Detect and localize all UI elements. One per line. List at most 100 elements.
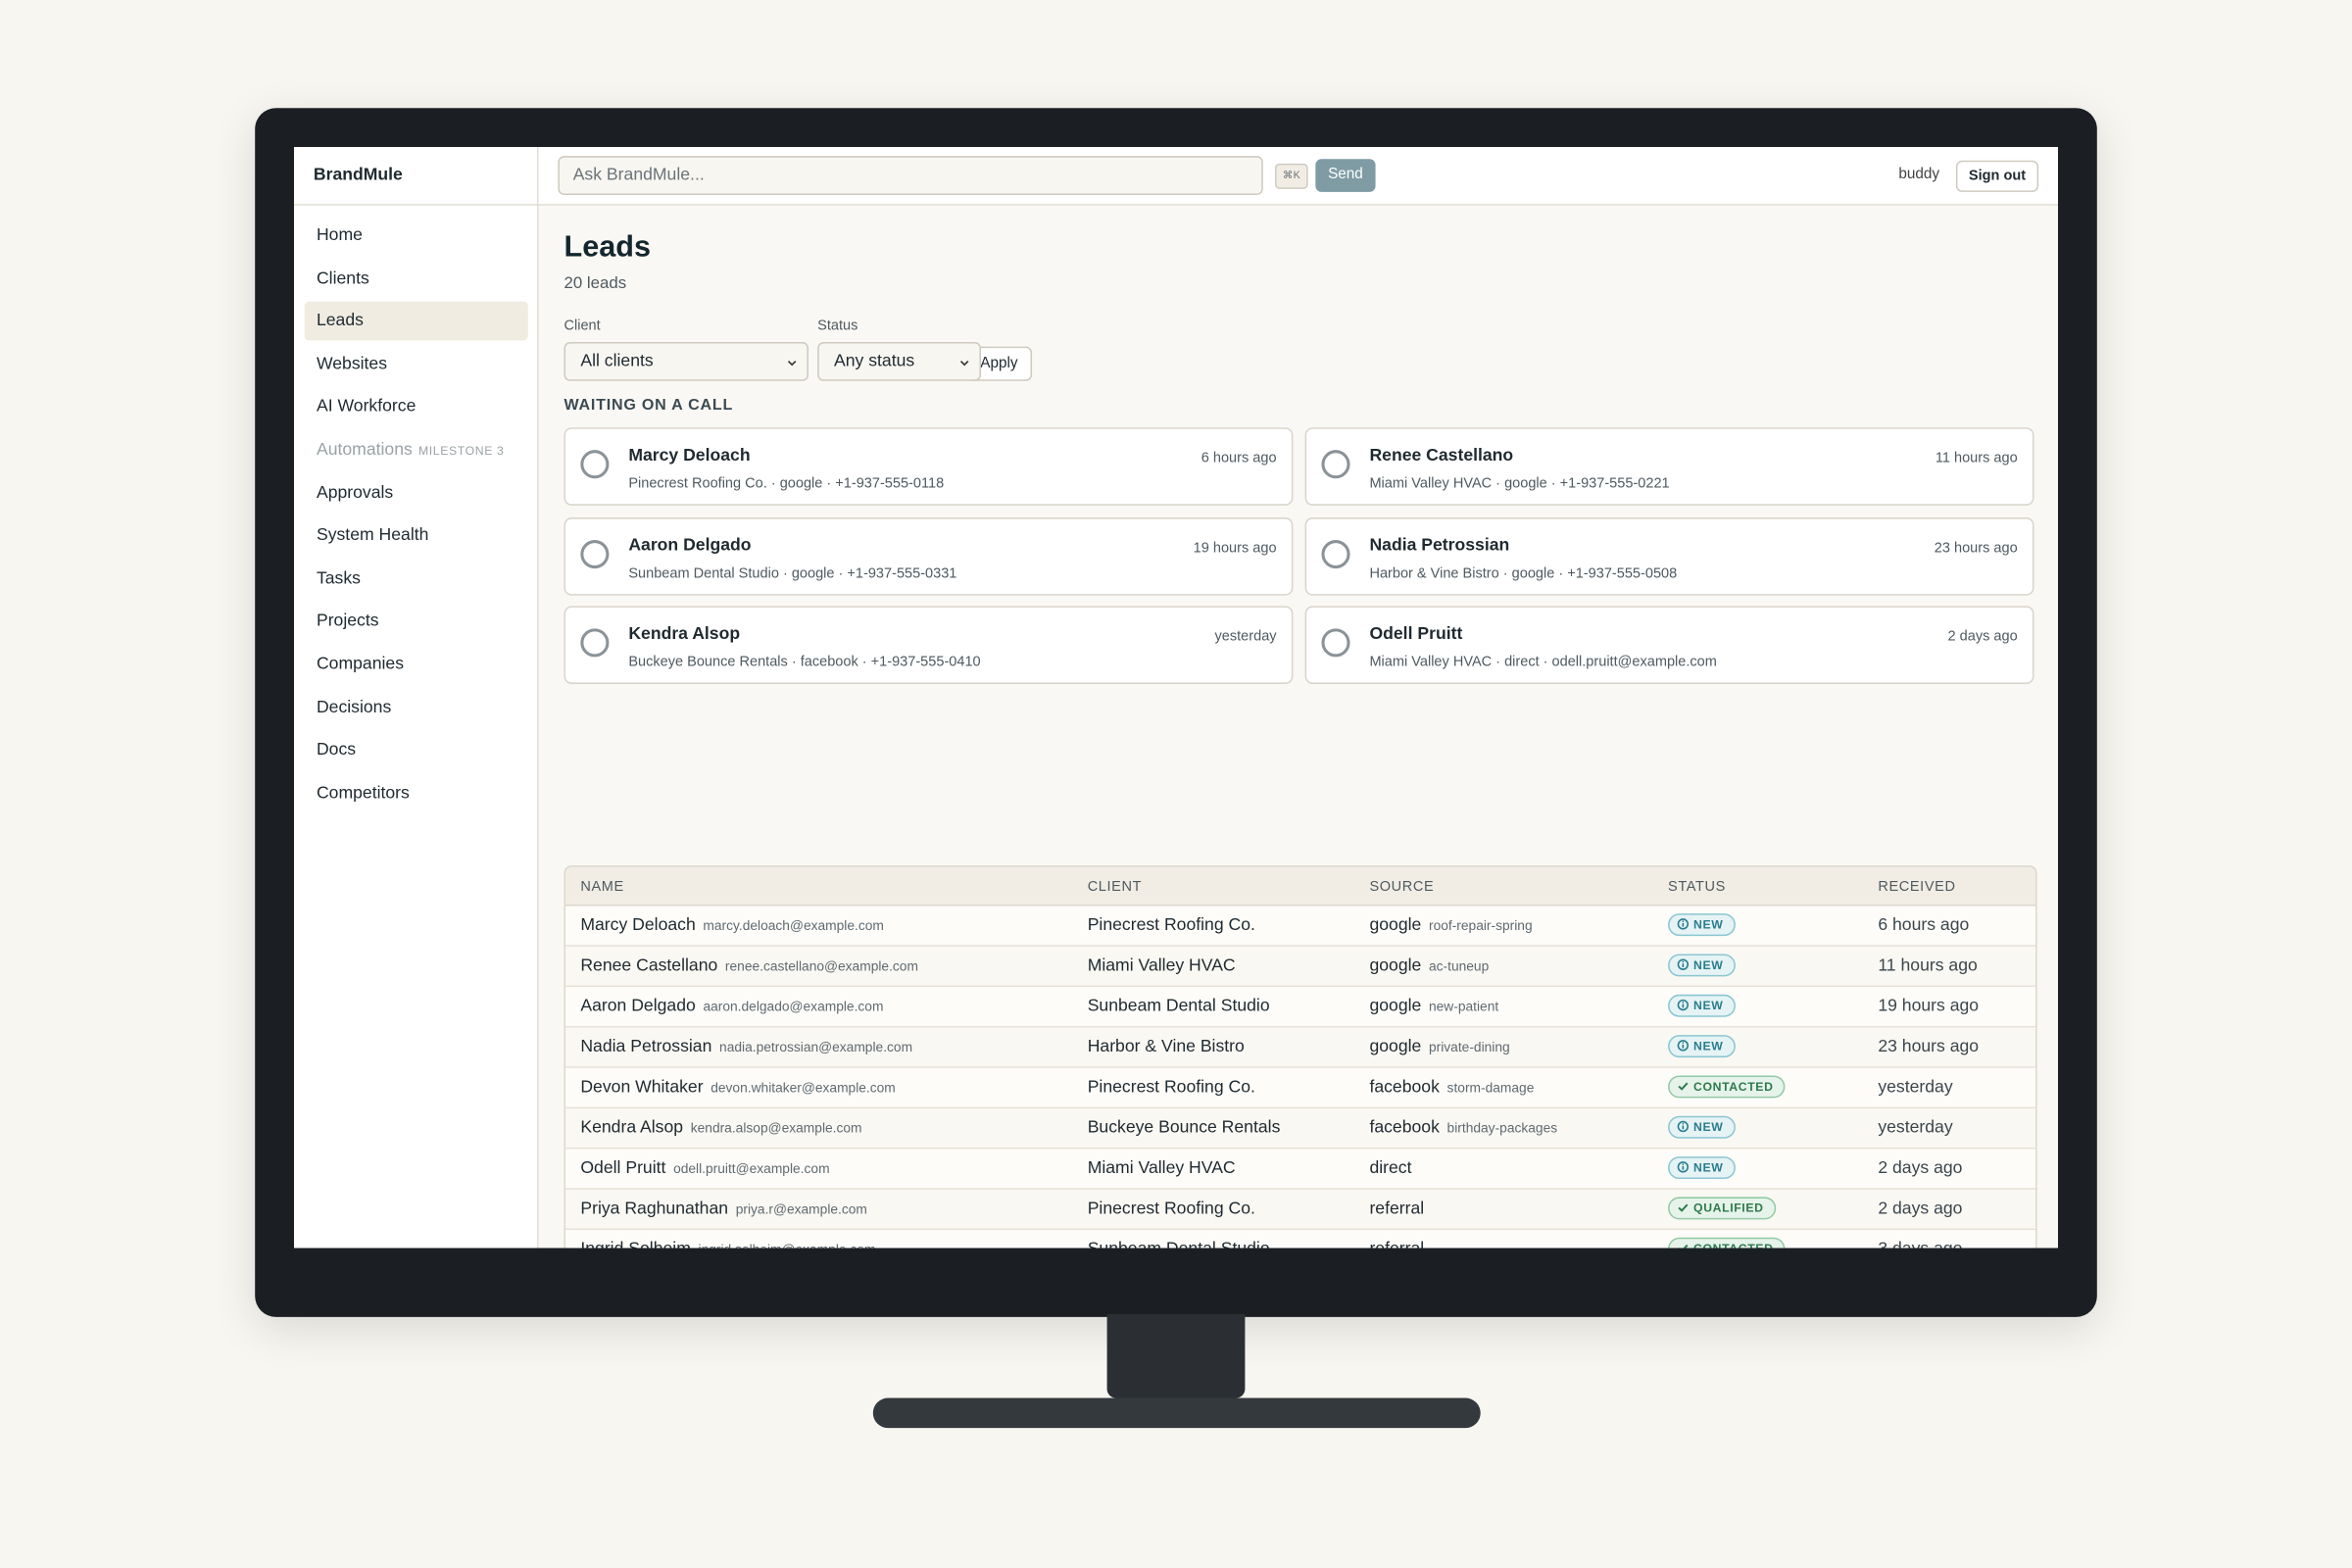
received-cell: 11 hours ago: [1878, 956, 1978, 975]
monitor-stand-neck: [1106, 1313, 1246, 1398]
table-row[interactable]: Nadia Petrossian nadia.petrossian@example…: [565, 1027, 2036, 1068]
status-text: NEW: [1693, 1039, 1724, 1054]
nav-item[interactable]: Decisions: [305, 688, 528, 727]
nav-item[interactable]: Approvals: [305, 473, 528, 513]
call-checkbox[interactable]: [1321, 628, 1350, 658]
table-header: NAME CLIENT SOURCE STATUS RECEIVED: [565, 866, 2036, 906]
nav-label: Docs: [316, 741, 357, 760]
nav-item[interactable]: Tasks: [305, 560, 528, 599]
name-cell: Devon Whitaker devon.whitaker@example.com: [580, 1079, 895, 1097]
lead-card[interactable]: Nadia Petrossian 23 hours ago Harbor & Vin…: [1304, 516, 2034, 595]
lead-name: Renee Castellano: [580, 956, 718, 975]
lead-card[interactable]: Renee Castellano 11 hours ago Miami Valley…: [1304, 427, 2034, 506]
lead-campaign: private-dining: [1428, 1039, 1510, 1055]
status-badge: NEW: [1668, 1035, 1736, 1058]
name-cell: Odell Pruitt odell.pruitt@example.com: [580, 1159, 829, 1177]
lead-card[interactable]: Aaron Delgado 19 hours ago Sunbeam Dental …: [564, 516, 1294, 595]
nav-item[interactable]: Clients: [305, 259, 528, 298]
received-cell: 2 days ago: [1878, 1200, 1963, 1218]
received-cell: yesterday: [1878, 1118, 1953, 1138]
status-cell: NEW: [1668, 994, 1736, 1020]
status-badge: CONTACTED: [1668, 1075, 1786, 1099]
icon: [1677, 1120, 1690, 1133]
column-header: SOURCE: [1369, 878, 1435, 896]
lead-contact: nadia.petrossian@example.com: [719, 1039, 913, 1055]
client-cell: Miami Valley HVAC: [1087, 956, 1236, 975]
card-time: 2 days ago: [1947, 628, 2018, 646]
name-cell: Ingrid Solheim ingrid.solheim@example.com: [580, 1241, 875, 1249]
name-cell: Priya Raghunathan priya.r@example.com: [580, 1200, 867, 1217]
table-row[interactable]: Kendra Alsop kendra.alsop@example.com Buck…: [565, 1108, 2036, 1150]
nav-item[interactable]: System Health: [305, 516, 528, 556]
card-name: Marcy Deloach: [628, 447, 751, 466]
lead-source: google: [1369, 956, 1422, 975]
call-checkbox[interactable]: [580, 539, 610, 568]
lead-campaign: roof-repair-spring: [1428, 917, 1533, 934]
nav-item[interactable]: Docs: [305, 731, 528, 770]
nav-item[interactable]: Leads: [304, 301, 528, 341]
column-header: CLIENT: [1087, 878, 1143, 896]
card-name: Odell Pruitt: [1369, 625, 1463, 644]
nav-item[interactable]: Automations MILESTONE 3: [305, 430, 528, 469]
lead-card[interactable]: Kendra Alsop yesterday Buckeye Bounce Rent…: [564, 606, 1294, 684]
lead-campaign: new-patient: [1428, 999, 1499, 1014]
status-badge: CONTACTED: [1668, 1237, 1786, 1249]
status-cell: NEW: [1668, 913, 1736, 939]
nav-item[interactable]: AI Workforce: [305, 387, 528, 426]
lead-contact: kendra.alsop@example.com: [690, 1120, 862, 1136]
card-time: 11 hours ago: [1935, 450, 2018, 467]
table-row[interactable]: Priya Raghunathan priya.r@example.com Pine…: [565, 1190, 2036, 1231]
status-badge: NEW: [1668, 1156, 1736, 1180]
divider: [293, 204, 537, 206]
lead-source: referral: [1369, 1200, 1425, 1218]
nav-item[interactable]: Companies: [305, 645, 528, 684]
nav-label: Companies: [316, 655, 404, 674]
client-cell: Harbor & Vine Bistro: [1087, 1038, 1245, 1056]
call-checkbox[interactable]: [1321, 450, 1350, 479]
status-text: NEW: [1693, 1120, 1724, 1135]
icon: [1678, 1203, 1689, 1212]
filter-select[interactable]: Any status: [817, 341, 982, 381]
client-cell: Sunbeam Dental Studio: [1088, 1241, 1270, 1249]
table-row[interactable]: Marcy Deloach marcy.deloach@example.com Pi…: [565, 906, 2036, 947]
lead-contact: devon.whitaker@example.com: [710, 1080, 896, 1096]
table-row[interactable]: Renee Castellano renee.castellano@example…: [565, 947, 2036, 988]
lead-name: Priya Raghunathan: [580, 1200, 729, 1218]
source-cell: direct: [1369, 1159, 1411, 1177]
table-row[interactable]: Odell Pruitt odell.pruitt@example.com Miam…: [565, 1149, 2036, 1190]
filter-value: All clients: [580, 352, 654, 371]
brand[interactable]: BrandMule: [313, 166, 403, 185]
received-cell: 19 hours ago: [1878, 997, 1980, 1016]
lead-name: Nadia Petrossian: [580, 1038, 712, 1056]
call-checkbox[interactable]: [580, 628, 610, 658]
table-row[interactable]: Devon Whitaker devon.whitaker@example.com…: [565, 1067, 2036, 1109]
table-row[interactable]: Ingrid Solheim ingrid.solheim@example.com…: [565, 1230, 2036, 1249]
nav-item[interactable]: Websites: [305, 345, 528, 384]
nav-item[interactable]: Projects: [305, 602, 528, 641]
sign-out-button[interactable]: Sign out: [1955, 160, 2039, 192]
lead-card[interactable]: Marcy Deloach 6 hours ago Pinecrest Roofin…: [564, 427, 1294, 506]
client-cell: Miami Valley HVAC: [1087, 1159, 1236, 1178]
send-button[interactable]: Send: [1315, 159, 1376, 192]
nav-label: Clients: [316, 269, 369, 288]
filter-label: Status: [817, 318, 858, 335]
source-cell: google roof-repair-spring: [1369, 916, 1532, 934]
column-header: RECEIVED: [1878, 878, 1956, 896]
status-cell: CONTACTED: [1668, 1237, 1786, 1249]
status-cell: NEW: [1668, 1156, 1736, 1182]
client-cell: Sunbeam Dental Studio: [1087, 997, 1270, 1016]
card-time: 23 hours ago: [1934, 539, 2018, 557]
filter-select[interactable]: All clients: [564, 341, 808, 381]
call-checkbox[interactable]: [580, 450, 610, 479]
table-row[interactable]: Aaron Delgado aaron.delgado@example.com Su…: [565, 987, 2036, 1028]
nav-item[interactable]: Competitors: [305, 773, 528, 812]
source-cell: referral: [1369, 1241, 1424, 1249]
call-checkbox[interactable]: [1321, 539, 1350, 568]
nav-item[interactable]: Home: [305, 216, 528, 255]
status-text: NEW: [1693, 999, 1724, 1013]
search-input[interactable]: Ask BrandMule...: [558, 156, 1263, 195]
lead-card[interactable]: Odell Pruitt 2 days ago Miami Valley HVAC …: [1304, 606, 2034, 684]
user-name: buddy: [1898, 166, 1940, 183]
lead-count: 20 leads: [564, 274, 627, 293]
icon: [1678, 1082, 1689, 1091]
